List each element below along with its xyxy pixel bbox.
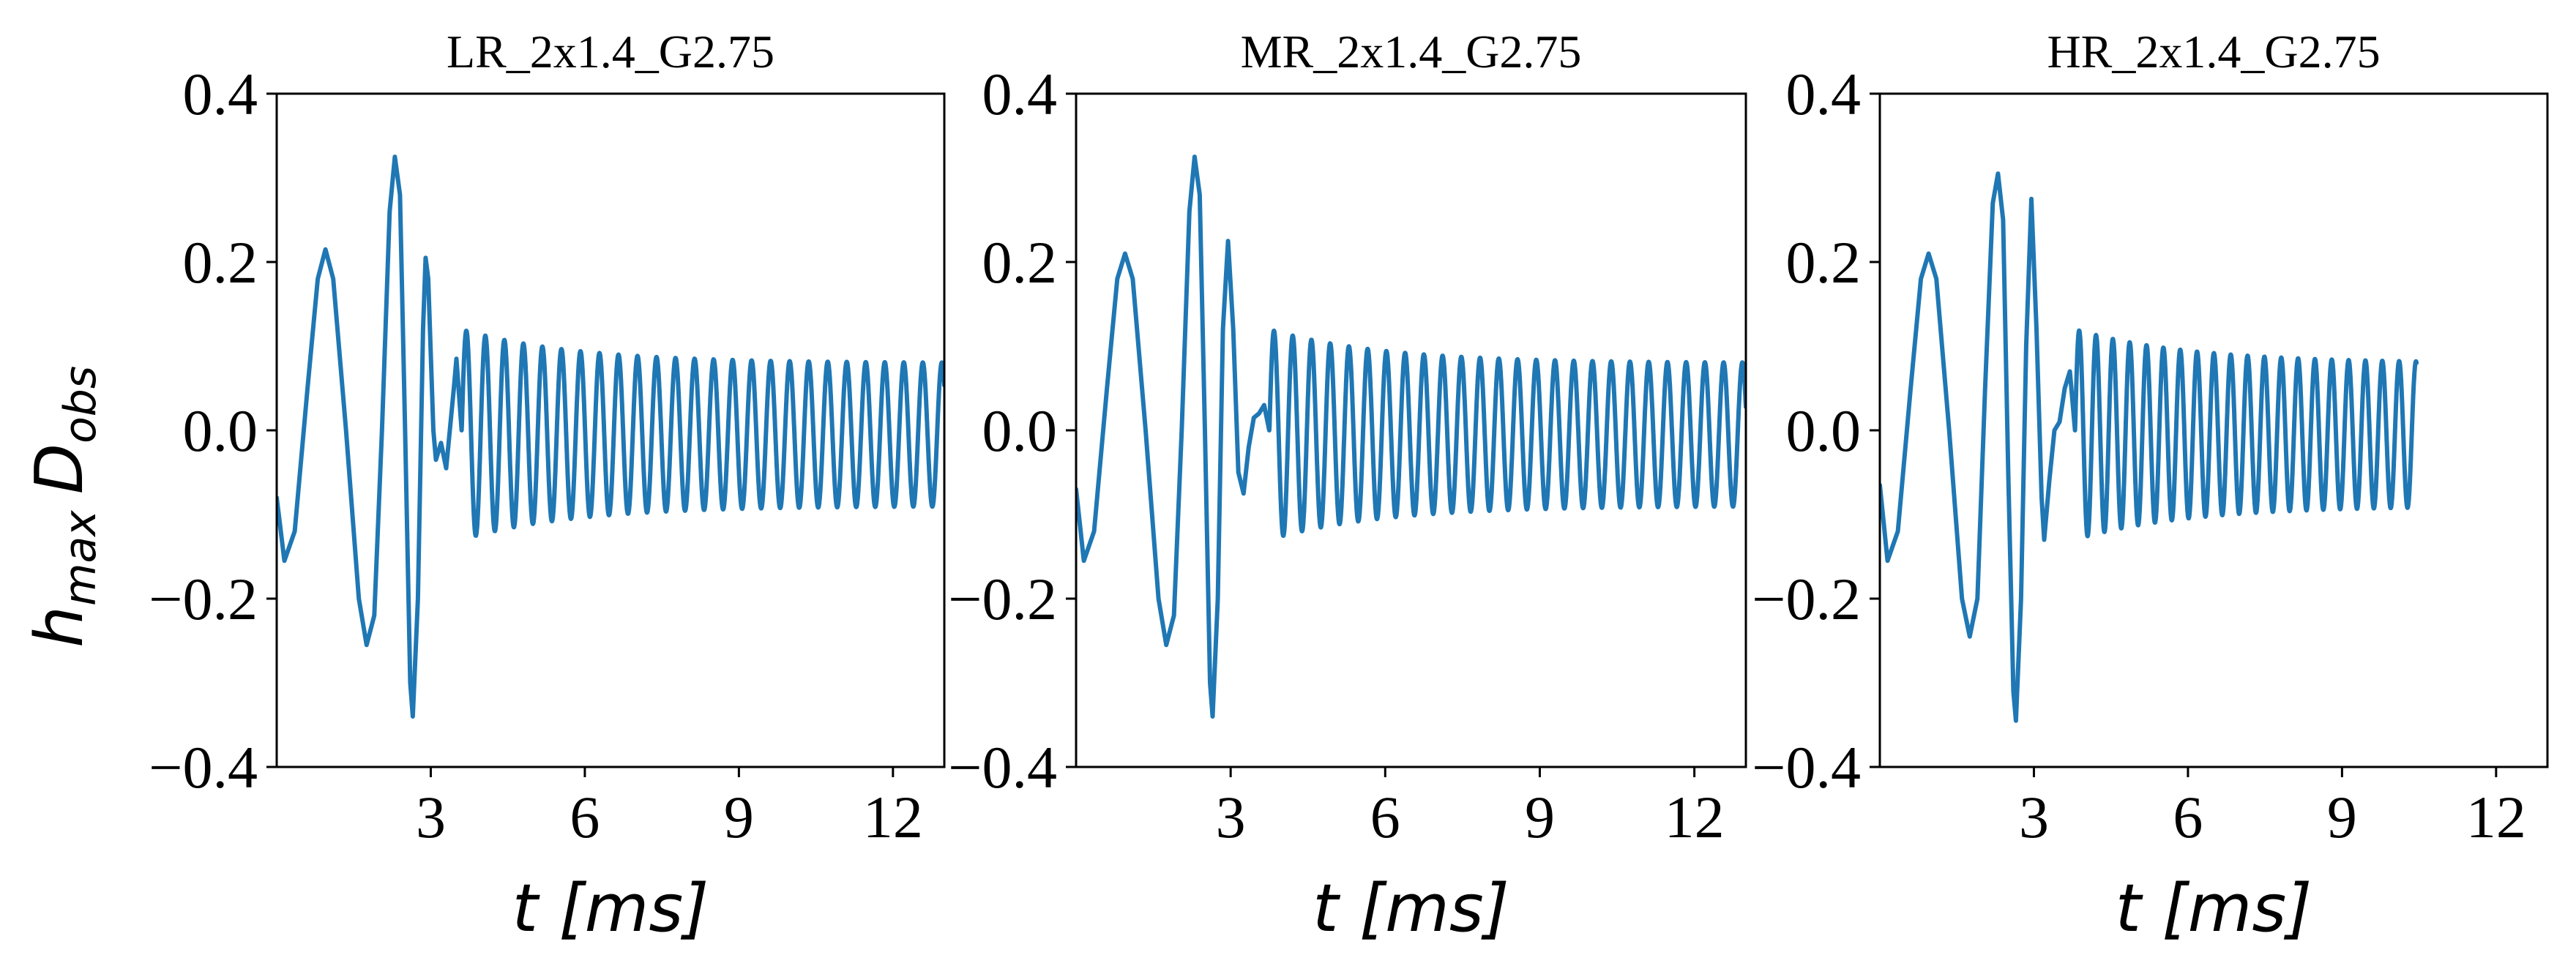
plot-frame [1878, 92, 2549, 768]
y-tick-label: 0.2 [183, 229, 258, 296]
svg-text:hmaxDobs: hmax Dobs [21, 366, 106, 648]
y-tick-label: −0.2 [149, 566, 258, 632]
x-axis-label: t [ms] [1313, 870, 1509, 947]
y-tick-label: 0.4 [982, 61, 1058, 127]
y-tick-label: 0.0 [183, 397, 258, 464]
ylabel-d: D [21, 443, 98, 494]
y-tick-label: 0.0 [982, 397, 1058, 464]
y-tick-label: −0.4 [948, 734, 1057, 801]
x-axis-label: t [ms] [512, 870, 709, 947]
x-tick-label: 9 [724, 784, 754, 850]
x-tick-label: 9 [2327, 784, 2357, 850]
ylabel-sub-max: max [55, 510, 106, 606]
x-tick-label: 12 [1665, 784, 1725, 850]
plot-frame [275, 92, 946, 768]
y-tick-label: 0.2 [1786, 229, 1862, 296]
x-tick-label: 6 [1370, 784, 1400, 850]
x-tick-label: 6 [2173, 784, 2203, 850]
ylabel-h: h [21, 606, 98, 648]
y-tick-label: 0.2 [982, 229, 1058, 296]
y-tick-label: 0.4 [1786, 61, 1862, 127]
chart-panel-3: HR_2x1.4_G2.75 −0.4 −0.2 0.0 0.2 0.4 3 6 9 12 t [m… [1752, 26, 2549, 947]
chart-title: LR_2x1.4_G2.75 [447, 26, 774, 78]
x-tick-label: 12 [2466, 784, 2526, 850]
y-tick-label: −0.2 [1752, 566, 1861, 632]
x-tick-label: 9 [1525, 784, 1555, 850]
x-tick-label: 3 [416, 784, 446, 850]
series-line-1 [277, 154, 944, 719]
ylabel-sub-obs: obs [55, 366, 106, 443]
chart-panel-1: LR_2x1.4_G2.75 −0.4 −0.2 0.0 0.2 0.4 3 6 9 12 t [m… [149, 26, 946, 947]
series-line-1 [1880, 171, 2419, 723]
chart-panel-2: MR_2x1.4_G2.75 −0.4 −0.2 0.0 0.2 0.4 3 6 9 12 t [m… [948, 26, 1747, 947]
y-axis-label: hmax Dobs [21, 366, 106, 648]
x-tick-label: 6 [570, 784, 600, 850]
series-line-1 [1076, 154, 1746, 719]
x-tick-label: 3 [2019, 784, 2049, 850]
y-tick-label: −0.4 [149, 734, 258, 801]
y-tick-label: 0.0 [1786, 397, 1862, 464]
chart-title: HR_2x1.4_G2.75 [2047, 26, 2380, 78]
y-tick-label: −0.4 [1752, 734, 1861, 801]
x-tick-label: 12 [863, 784, 923, 850]
y-tick-label: 0.4 [183, 61, 258, 127]
x-axis-label: t [ms] [2116, 870, 2312, 947]
y-tick-label: −0.2 [948, 566, 1057, 632]
x-tick-label: 3 [1216, 784, 1246, 850]
plot-frame [1075, 92, 1747, 768]
chart-title: MR_2x1.4_G2.75 [1241, 26, 1582, 78]
